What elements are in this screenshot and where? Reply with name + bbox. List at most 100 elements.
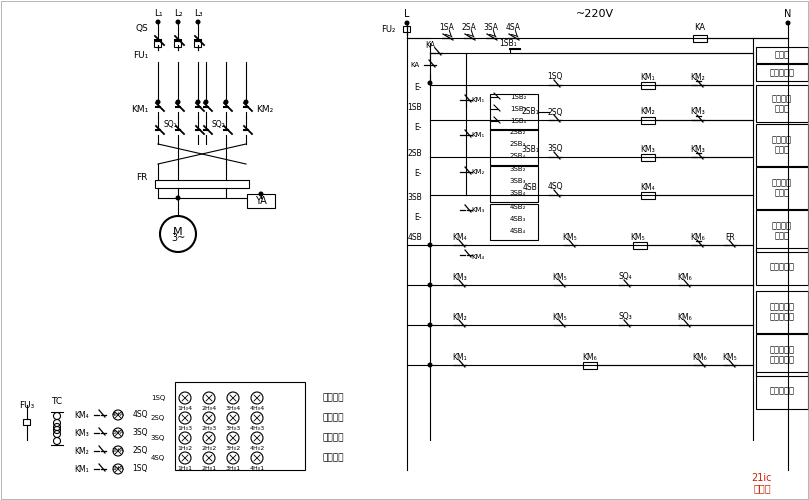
Text: 三层控制: 三层控制: [772, 178, 792, 188]
Bar: [641, 82, 655, 88]
Text: 3SQ: 3SQ: [132, 428, 148, 438]
Text: KM₅: KM₅: [553, 312, 567, 322]
Text: 3~: 3~: [171, 233, 185, 243]
Text: 3H₀4: 3H₀4: [226, 406, 240, 410]
Text: KM₂: KM₂: [691, 72, 705, 82]
Text: 1SB₂: 1SB₂: [510, 94, 526, 100]
Bar: [756, 124, 808, 166]
Bar: [194, 41, 201, 47]
Text: KM₆: KM₆: [582, 352, 597, 362]
Bar: [756, 210, 808, 252]
Bar: [756, 167, 808, 209]
Bar: [641, 154, 655, 160]
Text: FR: FR: [137, 174, 148, 182]
Text: 2HA: 2HA: [112, 448, 125, 454]
Text: KM₃: KM₃: [472, 207, 485, 213]
Text: 四层控制: 四层控制: [772, 222, 792, 230]
Text: 2SQ: 2SQ: [150, 415, 165, 421]
Text: KM₆: KM₆: [678, 312, 693, 322]
Text: 4SB₄: 4SB₄: [510, 228, 526, 234]
Text: ~220V: ~220V: [576, 9, 614, 19]
Text: KM₄: KM₄: [641, 182, 655, 192]
Text: 下方向开关: 下方向开关: [769, 312, 794, 322]
Bar: [693, 34, 707, 42]
Text: 三层判别上: 三层判别上: [769, 302, 794, 312]
Circle shape: [224, 100, 228, 104]
Text: 2SQ: 2SQ: [548, 108, 563, 116]
Bar: [756, 85, 808, 122]
Bar: [641, 192, 655, 198]
Text: 1H₀2: 1H₀2: [177, 446, 193, 450]
Text: FU₁: FU₁: [133, 52, 148, 60]
Text: 1SQ: 1SQ: [548, 72, 563, 82]
Text: KM₃: KM₃: [691, 108, 705, 116]
Bar: [490, 129, 538, 165]
Text: E-: E-: [414, 84, 422, 92]
Text: 3H₀3: 3H₀3: [226, 426, 240, 430]
Bar: [155, 180, 249, 188]
Text: 21ic: 21ic: [752, 473, 773, 483]
Text: 1SQ: 1SQ: [133, 464, 148, 473]
Text: M: M: [173, 227, 183, 237]
Text: KM₂: KM₂: [452, 312, 468, 322]
Circle shape: [176, 20, 180, 24]
Bar: [23, 419, 31, 425]
Text: 2H₀2: 2H₀2: [201, 446, 217, 450]
Text: 3SB₄: 3SB₄: [510, 190, 526, 196]
Text: 2SB₁: 2SB₁: [521, 108, 539, 116]
Text: 接触器: 接触器: [774, 188, 790, 198]
Text: 1SB: 1SB: [408, 104, 422, 112]
Circle shape: [405, 21, 409, 25]
Circle shape: [428, 323, 432, 327]
Text: 3SB₂: 3SB₂: [510, 166, 526, 172]
Circle shape: [786, 21, 790, 25]
Bar: [756, 291, 808, 333]
Text: 3SQ: 3SQ: [150, 435, 165, 441]
Text: 4SB: 4SB: [407, 234, 422, 242]
Circle shape: [176, 196, 180, 200]
Text: E-: E-: [414, 168, 422, 177]
Text: N: N: [784, 9, 792, 19]
Text: 3SB: 3SB: [407, 194, 422, 202]
Text: KM₁: KM₁: [472, 97, 485, 103]
Text: KM₄: KM₄: [453, 232, 468, 241]
Text: 3SA: 3SA: [484, 24, 498, 32]
Text: FR: FR: [725, 232, 735, 241]
Text: 二层信号: 二层信号: [322, 414, 344, 422]
Text: KM₃: KM₃: [641, 144, 655, 154]
Text: SQ₁: SQ₁: [163, 120, 177, 128]
Text: 3H₀1: 3H₀1: [226, 466, 240, 470]
Text: 4SA: 4SA: [506, 24, 520, 32]
Circle shape: [204, 100, 208, 104]
Circle shape: [156, 100, 160, 104]
Text: 4SQ: 4SQ: [150, 455, 165, 461]
Text: KM₅: KM₅: [631, 232, 646, 241]
Circle shape: [428, 243, 432, 247]
Text: 接触器: 接触器: [774, 104, 790, 113]
Text: 4H₀4: 4H₀4: [249, 406, 265, 410]
Text: E-: E-: [414, 214, 422, 222]
Text: 三层信号: 三层信号: [322, 434, 344, 442]
Text: 4H₀3: 4H₀3: [249, 426, 265, 430]
Text: 2SB₄: 2SB₄: [510, 153, 526, 159]
Text: KM₆: KM₆: [678, 272, 693, 281]
Text: KM₂: KM₂: [472, 169, 485, 175]
Text: 4SB₂: 4SB₂: [510, 204, 526, 210]
Text: KM₆: KM₆: [691, 232, 705, 241]
Text: 4SQ: 4SQ: [132, 410, 148, 420]
Text: 3SB₃: 3SB₃: [510, 178, 526, 184]
Text: TC: TC: [52, 398, 62, 406]
Text: 3H₀2: 3H₀2: [226, 446, 240, 450]
Text: 3SB₁: 3SB₁: [521, 144, 539, 154]
Text: KA: KA: [411, 62, 420, 68]
Bar: [756, 248, 808, 285]
Text: SQ₄: SQ₄: [618, 272, 632, 281]
Text: 2SB₂: 2SB₂: [510, 129, 526, 135]
Text: KM₁: KM₁: [131, 106, 148, 114]
Text: SQ₂: SQ₂: [211, 120, 225, 128]
Text: 电子网: 电子网: [753, 483, 771, 493]
Circle shape: [244, 100, 248, 104]
Bar: [756, 334, 808, 376]
Text: 二层判别上: 二层判别上: [769, 346, 794, 354]
Bar: [490, 204, 538, 240]
